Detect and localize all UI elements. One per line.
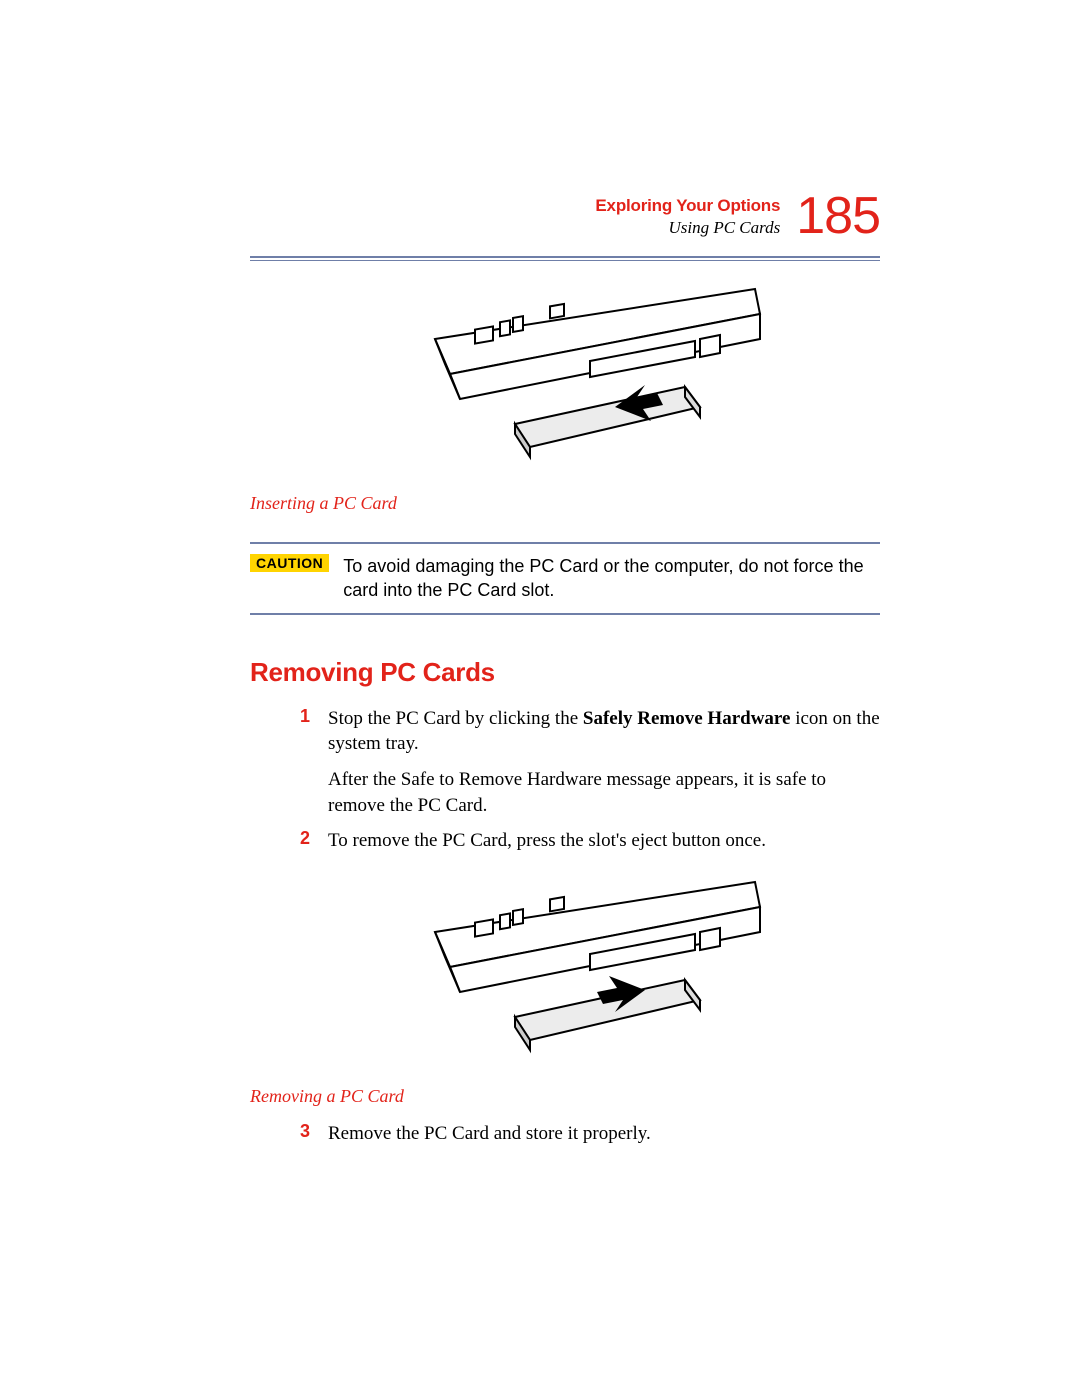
- step-1: 1 Stop the PC Card by clicking the Safel…: [250, 706, 880, 819]
- step-3: 3 Remove the PC Card and store it proper…: [250, 1121, 880, 1147]
- caution-text: To avoid damaging the PC Card or the com…: [343, 554, 880, 603]
- figure1-caption: Inserting a PC Card: [250, 493, 880, 514]
- caution-badge: CAUTION: [250, 554, 329, 572]
- header-rule-thin: [250, 260, 880, 261]
- step-2: 2 To remove the PC Card, press the slot'…: [250, 828, 880, 854]
- manual-page: Exploring Your Options Using PC Cards 18…: [0, 0, 1080, 1397]
- header-rule: [250, 256, 880, 261]
- header-titles: Exploring Your Options Using PC Cards: [595, 190, 780, 238]
- figure2-caption: Removing a PC Card: [250, 1086, 880, 1107]
- step-2-body: To remove the PC Card, press the slot's …: [328, 828, 766, 854]
- caution-block: CAUTION To avoid damaging the PC Card or…: [250, 542, 880, 615]
- chapter-title: Exploring Your Options: [595, 196, 780, 216]
- figure-remove-pccard: [250, 872, 880, 1072]
- step-3-number: 3: [294, 1121, 310, 1147]
- header-rule-thick: [250, 256, 880, 258]
- step-1-pre: Stop the PC Card by clicking the: [328, 708, 583, 729]
- laptop-insert-illustration: [365, 279, 765, 479]
- step-1-para2: After the Safe to Remove Hardware messag…: [328, 767, 880, 818]
- step-1-body: Stop the PC Card by clicking the Safely …: [328, 706, 880, 819]
- section-title: Using PC Cards: [595, 218, 780, 238]
- page-header: Exploring Your Options Using PC Cards 18…: [250, 190, 880, 242]
- laptop-remove-illustration: [365, 872, 765, 1072]
- figure-insert-pccard: [250, 279, 880, 479]
- step-2-number: 2: [294, 828, 310, 854]
- caution-rule-bottom: [250, 613, 880, 615]
- page-number: 185: [796, 190, 880, 242]
- step-1-number: 1: [294, 706, 310, 819]
- step-3-body: Remove the PC Card and store it properly…: [328, 1121, 651, 1147]
- step-1-bold: Safely Remove Hardware: [583, 708, 791, 729]
- section-heading: Removing PC Cards: [250, 657, 880, 688]
